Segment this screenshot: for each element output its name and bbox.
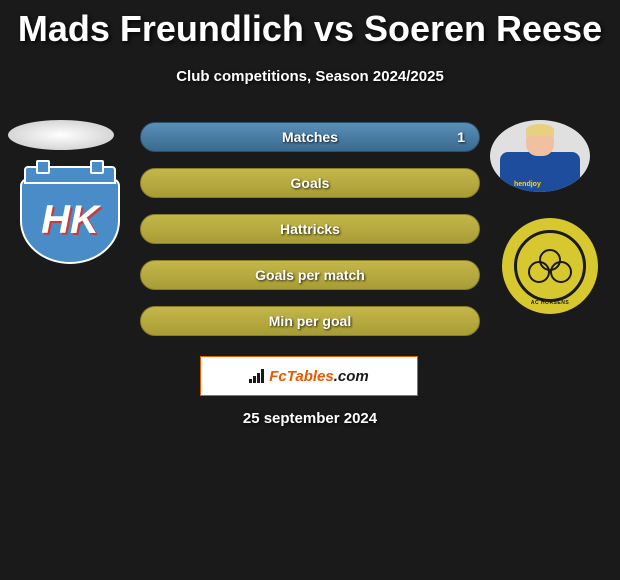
- stat-row-min-per-goal: Min per goal: [140, 306, 480, 336]
- watermark-text: FcTables.com: [269, 368, 368, 385]
- stat-label-gpm: Goals per match: [255, 267, 365, 283]
- player-right-avatar: hendjoy: [490, 120, 590, 192]
- subtitle: Club competitions, Season 2024/2025: [0, 68, 620, 85]
- stat-row-hattricks: Hattricks: [140, 214, 480, 244]
- watermark: FcTables.com: [200, 356, 418, 396]
- stat-value-matches-right: 1: [457, 129, 465, 145]
- stat-label-goals: Goals: [291, 175, 330, 191]
- stat-row-goals: Goals: [140, 168, 480, 198]
- stat-label-hattricks: Hattricks: [280, 221, 340, 237]
- stat-row-matches: Matches 1: [140, 122, 480, 152]
- club-left-initials: HK: [22, 198, 118, 243]
- stat-label-mpg: Min per goal: [269, 313, 351, 329]
- date: 25 september 2024: [0, 410, 620, 427]
- page-title: Mads Freundlich vs Soeren Reese: [0, 0, 620, 50]
- rings-icon: [528, 249, 572, 283]
- player-right-sponsor: hendjoy: [514, 181, 541, 188]
- stat-label-matches: Matches: [282, 129, 338, 145]
- club-right-label: AC HORSENS: [531, 300, 569, 306]
- club-right-logo: AC HORSENS: [500, 216, 600, 302]
- club-left-logo: HK: [20, 178, 120, 264]
- chart-icon: [249, 369, 265, 383]
- stat-row-goals-per-match: Goals per match: [140, 260, 480, 290]
- player-left-avatar-placeholder: [8, 120, 114, 150]
